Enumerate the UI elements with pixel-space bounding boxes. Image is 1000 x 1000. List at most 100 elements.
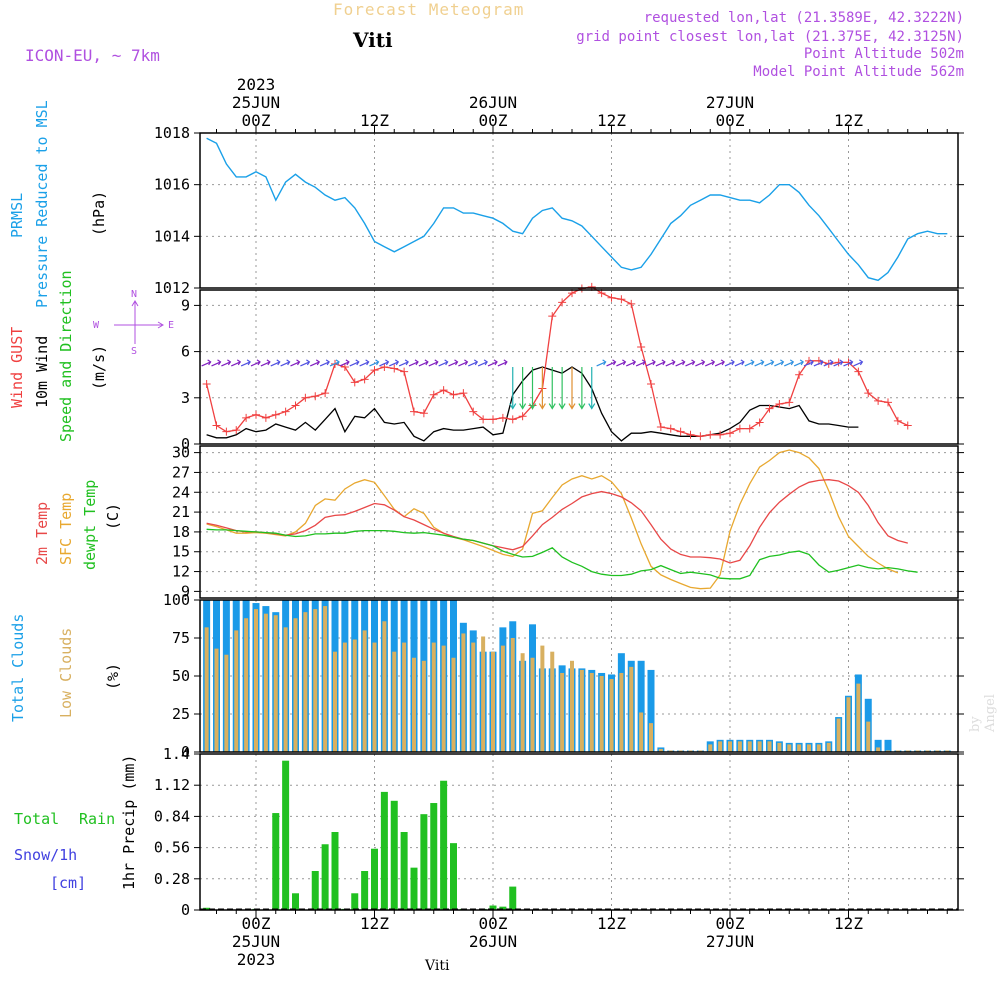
low-cloud-bar	[392, 651, 397, 752]
low-cloud-bar	[352, 639, 357, 752]
total-cloud-bar	[874, 739, 882, 752]
wind-arrow-icon	[793, 359, 804, 367]
low-cloud-bar	[421, 660, 426, 752]
gust-marker	[785, 398, 794, 407]
point-altitude: Point Altitude 502m	[803, 46, 964, 62]
low-cloud-bar	[293, 618, 298, 752]
wind-arrow-icon	[616, 359, 627, 367]
rain-bar	[282, 760, 290, 910]
low-cloud-bar	[728, 741, 732, 752]
wind-arrow-icon	[389, 359, 400, 367]
top-time-label: 2023	[237, 75, 276, 94]
gust-marker	[864, 389, 873, 398]
wind-arrow-icon	[359, 359, 370, 367]
wind-arrow-icon	[231, 359, 242, 367]
wind-arrow-icon	[734, 359, 745, 367]
gust-marker	[518, 412, 527, 421]
gust-marker	[419, 409, 428, 418]
pressure-tick-label: 1012	[154, 279, 190, 297]
wind-arrow-icon	[705, 359, 716, 367]
low-cloud-bar	[560, 672, 565, 752]
low-cloud-bar	[629, 666, 634, 752]
wind-arrow-icon	[509, 367, 517, 410]
low-cloud-bar	[491, 651, 495, 752]
compass-w: W	[93, 320, 100, 331]
model-name: ICON-EU, ~ 7km	[25, 46, 160, 65]
gust-marker	[261, 413, 270, 422]
gust-marker	[775, 399, 784, 408]
gust-marker	[627, 299, 636, 308]
wind-arrow-icon	[665, 359, 676, 367]
low-cloud-bar	[797, 744, 802, 752]
gust-marker	[370, 366, 379, 375]
low-cloud-bar	[658, 748, 663, 752]
gust-marker	[884, 398, 892, 407]
gust-marker	[360, 375, 369, 384]
wind-arrow-icon	[764, 359, 775, 367]
wind-arrow-icon	[290, 359, 301, 367]
gust-marker	[449, 390, 458, 399]
top-time-label: 12Z	[834, 111, 863, 130]
gust-marker	[498, 413, 507, 422]
temp-tick-label: 27	[172, 463, 190, 481]
gust-marker	[222, 427, 231, 436]
wind-arrow-icon	[655, 359, 666, 367]
gust-marker	[252, 410, 260, 419]
rain-bar	[390, 800, 398, 910]
wind-tick-label: 0	[181, 435, 190, 453]
low-cloud-bar	[372, 642, 377, 752]
gust-marker	[903, 421, 912, 430]
wind-arrow-icon	[588, 367, 596, 410]
gust-marker	[439, 386, 448, 395]
low-cloud-bar	[431, 642, 436, 752]
wind-arrow-icon	[843, 359, 854, 367]
requested-coords: requested lon,lat (21.3589E, 42.3222N)	[643, 10, 964, 26]
low-cloud-bar	[234, 630, 239, 752]
cloud-tick-label: 25	[172, 705, 190, 723]
gust-marker	[617, 295, 626, 304]
top-time-label: 12Z	[597, 111, 626, 130]
precip-tick-label: 0.56	[154, 839, 190, 857]
gust-marker	[656, 423, 665, 432]
low-cloud-bar	[777, 742, 782, 752]
gust-marker	[311, 392, 320, 401]
gust-marker	[281, 407, 290, 416]
low-cloud-bar	[333, 651, 337, 752]
low-cloud-bar	[500, 645, 505, 752]
footer-location: Viti	[425, 958, 450, 974]
rain-bar	[400, 832, 408, 910]
low-cloud-bar	[224, 654, 229, 752]
low-cloud-bar	[895, 750, 900, 752]
low-cloud-bar	[382, 621, 387, 752]
t2m-line	[206, 479, 908, 564]
top-time-label: 25JUN	[232, 93, 280, 112]
gust-marker	[390, 364, 399, 373]
wind-arrow-icon	[398, 359, 409, 367]
low-cloud-bar	[570, 660, 574, 752]
cloud-tick-label: 0	[181, 743, 190, 761]
panel-frame	[199, 132, 959, 289]
wind-arrow-icon	[221, 359, 232, 367]
gust-marker	[726, 429, 734, 438]
gust-marker	[765, 404, 774, 413]
sfc-temp-line	[206, 449, 899, 590]
low-cloud-bar	[737, 741, 742, 752]
low-cloud-bar	[323, 606, 328, 752]
gust-marker	[271, 410, 280, 419]
gust-marker	[202, 379, 211, 388]
low-cloud-bar	[619, 672, 624, 752]
rain-bar	[430, 803, 438, 910]
rain-bar	[351, 893, 359, 910]
pressure-tick-label: 1018	[154, 124, 190, 142]
low-cloud-bar	[441, 645, 446, 752]
wind-gust-line	[205, 286, 909, 437]
temp-tick-label: 15	[172, 543, 190, 561]
wind-arrow-icon	[568, 367, 576, 410]
low-cloud-bar	[846, 697, 851, 752]
temp-tick-label: 9	[181, 582, 190, 600]
gust-marker	[637, 342, 646, 351]
rain-bar	[272, 813, 280, 910]
gust-marker	[489, 415, 497, 424]
gust-marker	[558, 298, 567, 307]
